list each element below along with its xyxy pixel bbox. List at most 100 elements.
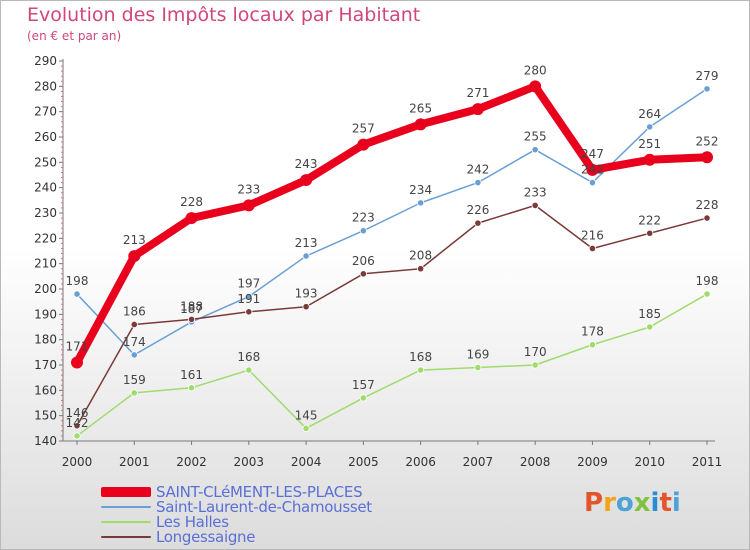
data-label: 142 xyxy=(66,416,89,430)
data-label: 216 xyxy=(581,228,604,242)
brand-letter: x xyxy=(633,488,651,518)
data-point xyxy=(646,229,654,237)
legend-swatch-longessaigne xyxy=(101,536,151,538)
y-tick-label: 170 xyxy=(34,358,57,372)
data-label: 213 xyxy=(295,236,318,250)
data-label: 228 xyxy=(696,198,719,212)
data-point xyxy=(302,252,310,260)
y-tick-label: 180 xyxy=(34,333,57,347)
x-tick-label: 2007 xyxy=(463,455,494,469)
data-point xyxy=(245,292,253,301)
data-label: 264 xyxy=(638,107,661,121)
data-point xyxy=(531,201,539,209)
data-label: 251 xyxy=(638,137,661,151)
data-label: 226 xyxy=(466,203,489,217)
brand-letter: r xyxy=(603,488,616,518)
data-point xyxy=(417,199,425,207)
data-label: 242 xyxy=(581,163,604,177)
x-tick-label: 2009 xyxy=(577,455,608,469)
x-tick-label: 2000 xyxy=(62,455,93,469)
data-label: 146 xyxy=(66,406,89,420)
data-point xyxy=(703,290,711,298)
x-tick-label: 2010 xyxy=(634,455,665,469)
data-label: 257 xyxy=(352,122,375,136)
y-tick-label: 210 xyxy=(34,257,57,271)
data-point xyxy=(588,179,597,187)
data-label: 280 xyxy=(524,63,547,77)
data-point xyxy=(586,163,599,176)
x-tick-label: 2008 xyxy=(520,455,551,469)
data-point xyxy=(703,214,711,222)
y-tick-label: 200 xyxy=(34,282,57,296)
y-tick-label: 280 xyxy=(34,79,57,93)
data-label: 206 xyxy=(352,254,375,268)
data-point xyxy=(302,424,310,432)
data-point xyxy=(417,265,425,273)
data-point xyxy=(474,219,482,227)
data-label: 161 xyxy=(180,368,203,382)
data-label: 213 xyxy=(123,233,146,247)
data-label: 255 xyxy=(524,130,547,144)
data-point xyxy=(414,118,427,131)
series-line-3 xyxy=(76,204,708,427)
brand-letter: i xyxy=(671,488,681,518)
y-tick-label: 150 xyxy=(34,409,57,423)
data-label: 223 xyxy=(352,211,375,225)
series-line-1 xyxy=(76,88,708,356)
legend-label-longessaigne: Longessaigne xyxy=(156,528,256,546)
data-label: 222 xyxy=(638,213,661,227)
data-point xyxy=(701,151,713,164)
x-tick-label: 2004 xyxy=(291,455,322,469)
data-point xyxy=(646,123,654,131)
data-point xyxy=(245,366,253,374)
data-label: 174 xyxy=(123,335,146,349)
y-tick-label: 260 xyxy=(34,130,57,144)
data-label: 265 xyxy=(409,101,432,115)
data-label: 233 xyxy=(237,182,260,196)
data-label: 168 xyxy=(409,350,432,364)
legend-swatch-saint-clement xyxy=(101,487,151,497)
data-label: 188 xyxy=(180,299,203,313)
data-label: 247 xyxy=(581,147,604,161)
y-tick-label: 290 xyxy=(34,54,57,68)
data-point xyxy=(130,351,138,359)
data-point xyxy=(471,103,484,116)
data-point xyxy=(417,366,425,374)
data-point xyxy=(71,356,83,369)
data-label: 198 xyxy=(696,274,719,288)
x-tick-label: 2006 xyxy=(405,455,436,469)
chart-subtitle: (en € et par an) xyxy=(27,29,122,43)
data-point xyxy=(529,80,542,93)
data-label: 186 xyxy=(123,304,146,318)
legend-label-saint-laurent: Saint-Laurent-de-Chamousset xyxy=(156,498,372,516)
x-tick-label: 2002 xyxy=(176,455,207,469)
series-line-0 xyxy=(73,82,711,367)
data-point xyxy=(300,174,313,187)
data-label: 233 xyxy=(524,185,547,199)
data-point xyxy=(474,363,482,372)
data-label: 243 xyxy=(295,157,318,171)
data-point xyxy=(245,308,253,316)
data-point xyxy=(130,389,138,397)
data-label: 185 xyxy=(638,307,661,321)
data-point xyxy=(187,384,196,392)
data-point xyxy=(302,303,310,311)
data-label: 157 xyxy=(352,378,375,392)
x-tick-label: 2011 xyxy=(692,455,723,469)
data-point xyxy=(531,146,539,154)
data-point xyxy=(359,227,367,235)
data-point xyxy=(531,361,539,369)
brand-letter: P xyxy=(584,488,604,518)
legend-label-les-halles: Les Halles xyxy=(156,513,229,531)
data-label: 198 xyxy=(66,274,89,288)
data-point xyxy=(357,138,370,151)
data-point xyxy=(242,199,255,212)
data-label: 208 xyxy=(409,249,432,263)
data-point xyxy=(185,212,198,225)
data-label: 170 xyxy=(524,345,547,359)
data-label: 145 xyxy=(295,408,318,422)
data-label: 234 xyxy=(409,183,432,197)
series-line-2 xyxy=(76,293,708,437)
data-point xyxy=(128,250,141,263)
